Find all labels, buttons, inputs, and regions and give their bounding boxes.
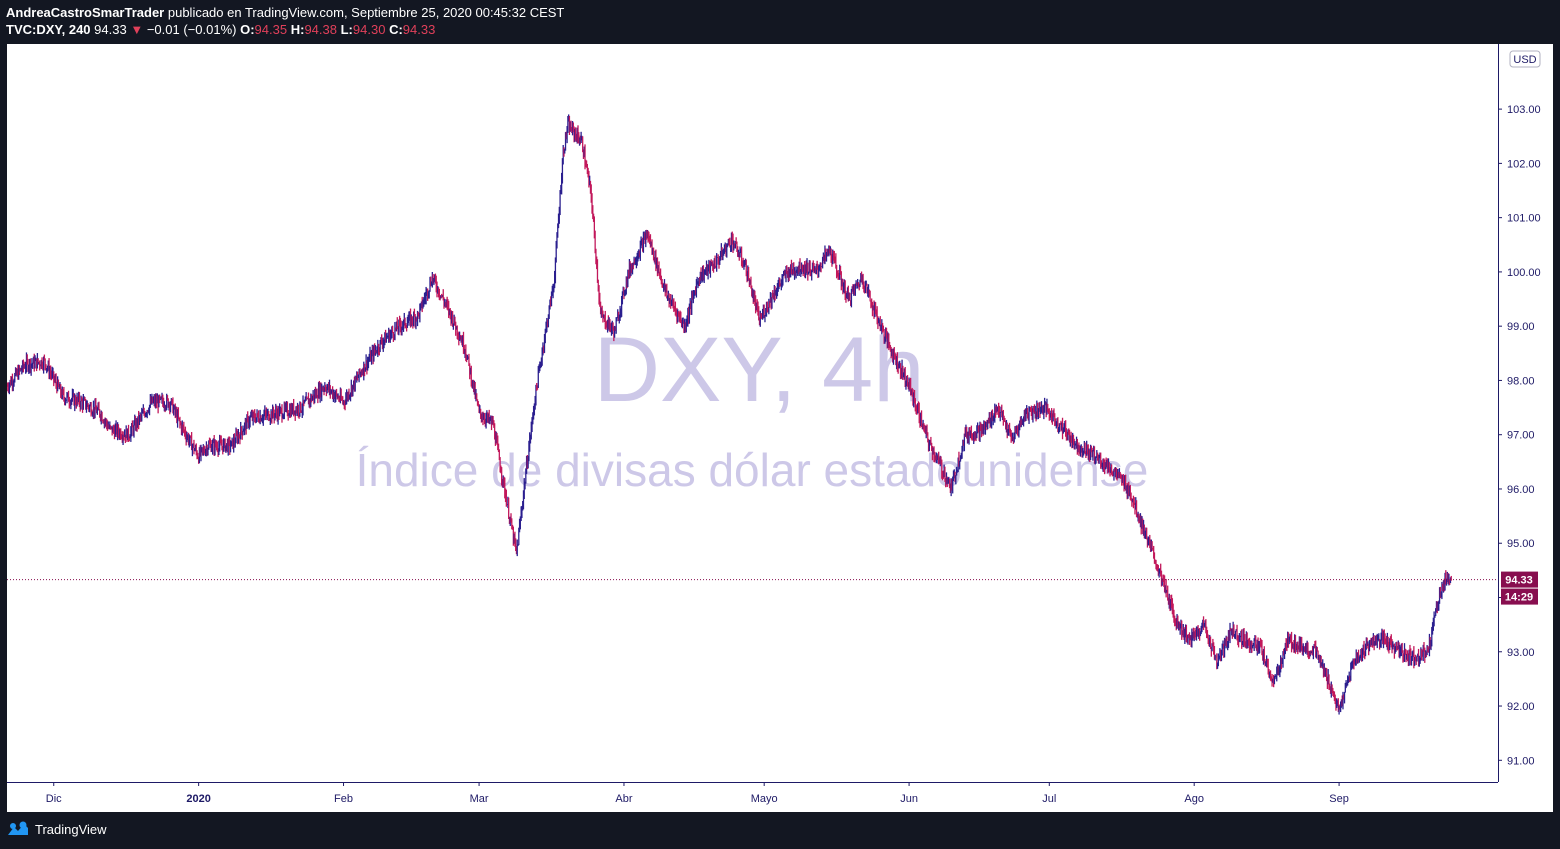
countdown-label: 14:29 <box>1505 592 1533 604</box>
author-name[interactable]: AndreaCastroSmarTrader <box>6 5 165 20</box>
high-value: 94.38 <box>304 22 337 37</box>
y-tick-label: 98.00 <box>1507 375 1535 387</box>
footer-bar: TradingView <box>0 812 1560 849</box>
low-value: 94.30 <box>352 22 386 37</box>
time-axis-svg: Dic 2020 Feb Mar Abr Mayo Jun Jul Ago Sep <box>7 782 1498 805</box>
high-label: H: <box>290 22 305 37</box>
x-tick-label: Mar <box>470 793 489 805</box>
x-tick-label: Jun <box>900 793 918 805</box>
currency-badge-box <box>1509 50 1541 68</box>
price-change: −0.01 (−0.01%) <box>146 22 237 37</box>
x-tick-label: Abr <box>615 793 632 805</box>
y-tick-label: 101.00 <box>1507 213 1541 225</box>
last-price-tag <box>1501 571 1538 588</box>
x-tick-label: Mayo <box>751 793 778 805</box>
y-tick-label: 97.00 <box>1507 430 1535 442</box>
currency-label: USD <box>1513 54 1536 66</box>
publish-info: publicado en TradingView.com, Septiembre… <box>167 5 565 20</box>
y-tick-label: 99.00 <box>1507 321 1535 333</box>
open-label: O: <box>240 22 255 37</box>
price-axis[interactable]: 91.0092.0093.0094.0095.0096.0097.0098.00… <box>1498 44 1553 782</box>
publish-line: AndreaCastroSmarTrader publicado en Trad… <box>6 5 564 20</box>
x-tick-label: 2020 <box>186 793 210 805</box>
watermark-subtitle: Índice de divisas dólar estadounidense <box>356 444 1149 496</box>
brand-name: TradingView <box>35 821 107 837</box>
symbol-label[interactable]: TVC:DXY, 240 <box>6 22 91 37</box>
close-value: 94.33 <box>402 22 436 37</box>
y-tick-label: 93.00 <box>1507 647 1535 659</box>
candlestick-chart[interactable]: DXY, 4h Índice de divisas dólar estadoun… <box>7 44 1498 782</box>
ohlc-line: TVC:DXY, 240 94.33 ▼ −0.01 (−0.01%) O:94… <box>6 22 435 37</box>
close-label: C: <box>389 22 403 37</box>
y-tick-label: 91.00 <box>1507 755 1535 767</box>
open-value: 94.35 <box>254 22 288 37</box>
last-price-tag-label: 94.33 <box>1505 575 1533 587</box>
price-axis-svg: 91.0092.0093.0094.0095.0096.0097.0098.00… <box>1498 44 1541 782</box>
y-tick-group: 91.0092.0093.0094.0095.0096.0097.0098.00… <box>1498 104 1541 767</box>
down-arrow-icon: ▼ <box>130 22 144 37</box>
last-price: 94.33 <box>94 22 127 37</box>
x-tick-label: Ago <box>1184 793 1204 805</box>
x-tick-label: Dic <box>46 793 62 805</box>
y-tick-label: 95.00 <box>1507 538 1535 550</box>
candles-group <box>7 114 1452 715</box>
axis-corner <box>1498 782 1553 812</box>
watermark-title: DXY, 4h <box>594 319 925 421</box>
low-label: L: <box>340 22 353 37</box>
y-tick-label: 100.00 <box>1507 267 1541 279</box>
time-axis[interactable]: Dic 2020 Feb Mar Abr Mayo Jun Jul Ago Sep <box>7 782 1498 812</box>
x-tick-group: Dic 2020 Feb Mar Abr Mayo Jun Jul Ago Sep <box>46 782 1349 805</box>
y-tick-label: 96.00 <box>1507 484 1535 496</box>
chart-header: AndreaCastroSmarTrader publicado en Trad… <box>0 0 1560 44</box>
y-tick-label: 103.00 <box>1507 104 1541 116</box>
countdown-tag <box>1501 588 1538 605</box>
y-tick-label: 102.00 <box>1507 158 1541 170</box>
x-tick-label: Jul <box>1042 793 1056 805</box>
tradingview-brand[interactable]: TradingView <box>6 821 107 837</box>
tradingview-logo-icon <box>8 821 28 835</box>
y-tick-label: 92.00 <box>1507 701 1535 713</box>
x-tick-label: Feb <box>334 793 353 805</box>
x-tick-label: Sep <box>1329 793 1349 805</box>
chart-plot-area[interactable]: DXY, 4h Índice de divisas dólar estadoun… <box>7 44 1498 782</box>
currency-badge[interactable]: USD <box>1509 50 1541 68</box>
